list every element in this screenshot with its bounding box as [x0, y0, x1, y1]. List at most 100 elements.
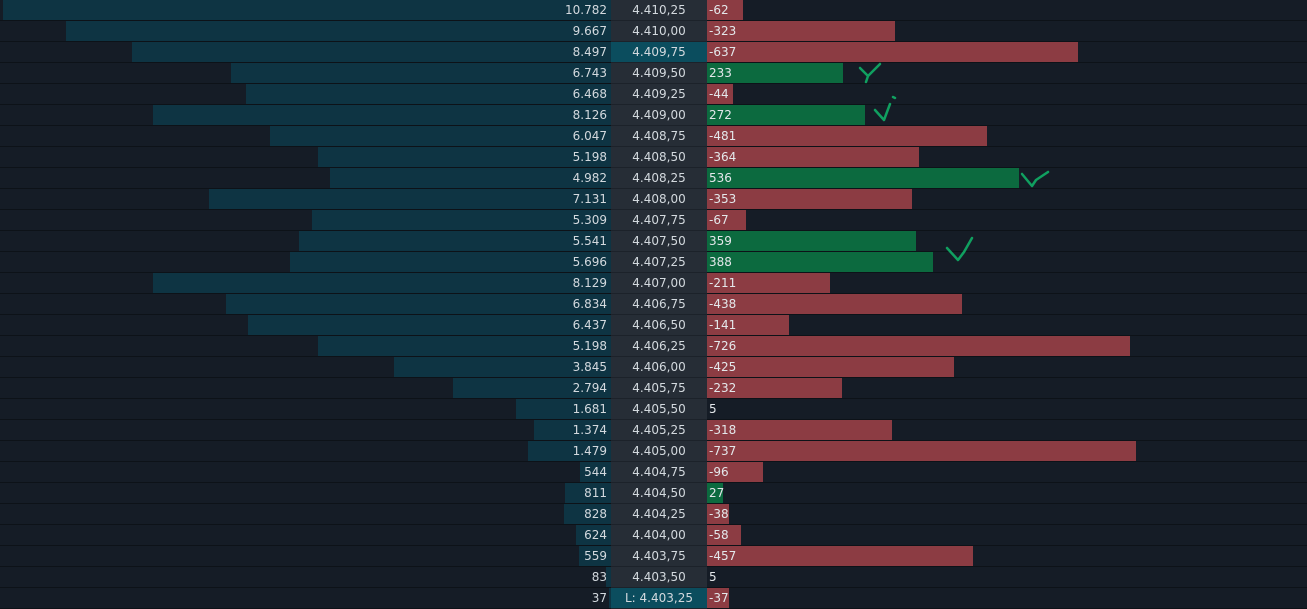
- ladder-row[interactable]: 7.131 4.408,00 -353: [0, 189, 1307, 210]
- volume-cell[interactable]: 4.982: [0, 168, 611, 189]
- volume-cell[interactable]: 5.309: [0, 210, 611, 231]
- volume-cell[interactable]: 83: [0, 567, 611, 588]
- ladder-row[interactable]: 6.047 4.408,75 -481: [0, 126, 1307, 147]
- ladder-row[interactable]: 5.696 4.407,25 388: [0, 252, 1307, 273]
- delta-cell[interactable]: 27: [707, 483, 1307, 504]
- volume-cell[interactable]: 6.468: [0, 84, 611, 105]
- delta-cell[interactable]: 359: [707, 231, 1307, 252]
- price-cell[interactable]: 4.409,00: [611, 105, 707, 126]
- ladder-row[interactable]: 83 4.403,50 5: [0, 567, 1307, 588]
- ladder-row[interactable]: 6.743 4.409,50 233: [0, 63, 1307, 84]
- price-cell[interactable]: 4.405,25: [611, 420, 707, 441]
- price-cell[interactable]: 4.405,00: [611, 441, 707, 462]
- delta-cell[interactable]: -364: [707, 147, 1307, 168]
- price-cell[interactable]: 4.408,25: [611, 168, 707, 189]
- price-cell[interactable]: 4.403,50: [611, 567, 707, 588]
- volume-cell[interactable]: 10.782: [0, 0, 611, 21]
- ladder-row[interactable]: 5.198 4.408,50 -364: [0, 147, 1307, 168]
- volume-cell[interactable]: 6.834: [0, 294, 611, 315]
- volume-cell[interactable]: 828: [0, 504, 611, 525]
- volume-cell[interactable]: 624: [0, 525, 611, 546]
- volume-cell[interactable]: 6.047: [0, 126, 611, 147]
- delta-cell[interactable]: -737: [707, 441, 1307, 462]
- delta-cell[interactable]: 388: [707, 252, 1307, 273]
- delta-cell[interactable]: -438: [707, 294, 1307, 315]
- volume-cell[interactable]: 5.541: [0, 231, 611, 252]
- delta-cell[interactable]: -637: [707, 42, 1307, 63]
- ladder-row[interactable]: 6.834 4.406,75 -438: [0, 294, 1307, 315]
- volume-cell[interactable]: 811: [0, 483, 611, 504]
- price-cell[interactable]: 4.409,50: [611, 63, 707, 84]
- delta-cell[interactable]: 272: [707, 105, 1307, 126]
- ladder-row[interactable]: 5.309 4.407,75 -67: [0, 210, 1307, 231]
- volume-cell[interactable]: 5.696: [0, 252, 611, 273]
- delta-cell[interactable]: -425: [707, 357, 1307, 378]
- price-cell[interactable]: 4.408,50: [611, 147, 707, 168]
- delta-cell[interactable]: -44: [707, 84, 1307, 105]
- delta-cell[interactable]: -141: [707, 315, 1307, 336]
- volume-cell[interactable]: 2.794: [0, 378, 611, 399]
- delta-cell[interactable]: -232: [707, 378, 1307, 399]
- price-cell[interactable]: 4.410,00: [611, 21, 707, 42]
- delta-cell[interactable]: 233: [707, 63, 1307, 84]
- price-cell[interactable]: 4.405,50: [611, 399, 707, 420]
- price-cell[interactable]: 4.403,75: [611, 546, 707, 567]
- volume-cell[interactable]: 544: [0, 462, 611, 483]
- delta-cell[interactable]: -457: [707, 546, 1307, 567]
- ladder-row[interactable]: 2.794 4.405,75 -232: [0, 378, 1307, 399]
- price-cell[interactable]: 4.407,75: [611, 210, 707, 231]
- ladder-row[interactable]: 1.374 4.405,25 -318: [0, 420, 1307, 441]
- price-cell[interactable]: 4.407,00: [611, 273, 707, 294]
- price-cell[interactable]: 4.410,25: [611, 0, 707, 21]
- ladder-row[interactable]: 1.681 4.405,50 5: [0, 399, 1307, 420]
- price-cell[interactable]: 4.407,50: [611, 231, 707, 252]
- volume-cell[interactable]: 1.479: [0, 441, 611, 462]
- volume-cell[interactable]: 559: [0, 546, 611, 567]
- ladder-row[interactable]: 544 4.404,75 -96: [0, 462, 1307, 483]
- delta-cell[interactable]: 536: [707, 168, 1307, 189]
- volume-cell[interactable]: 37: [0, 588, 611, 609]
- price-cell[interactable]: 4.404,75: [611, 462, 707, 483]
- ladder-row[interactable]: 811 4.404,50 27: [0, 483, 1307, 504]
- price-cell[interactable]: 4.404,50: [611, 483, 707, 504]
- delta-cell[interactable]: -353: [707, 189, 1307, 210]
- price-cell[interactable]: 4.408,00: [611, 189, 707, 210]
- last-price-cell[interactable]: L: 4.403,25: [611, 588, 707, 609]
- price-cell[interactable]: 4.404,00: [611, 525, 707, 546]
- ladder-row[interactable]: 8.126 4.409,00 272: [0, 105, 1307, 126]
- delta-cell[interactable]: 5: [707, 399, 1307, 420]
- ladder-row[interactable]: 5.541 4.407,50 359: [0, 231, 1307, 252]
- price-cell[interactable]: 4.409,25: [611, 84, 707, 105]
- price-cell[interactable]: 4.404,25: [611, 504, 707, 525]
- ladder-row[interactable]: 37 L: 4.403,25 -37: [0, 588, 1307, 609]
- delta-cell[interactable]: -58: [707, 525, 1307, 546]
- price-cell[interactable]: 4.406,25: [611, 336, 707, 357]
- ladder-row[interactable]: 6.437 4.406,50 -141: [0, 315, 1307, 336]
- volume-cell[interactable]: 6.437: [0, 315, 611, 336]
- price-cell[interactable]: 4.406,50: [611, 315, 707, 336]
- delta-cell[interactable]: -318: [707, 420, 1307, 441]
- volume-cell[interactable]: 7.131: [0, 189, 611, 210]
- delta-cell[interactable]: -37: [707, 588, 1307, 609]
- ladder-row[interactable]: 3.845 4.406,00 -425: [0, 357, 1307, 378]
- ladder-row[interactable]: 1.479 4.405,00 -737: [0, 441, 1307, 462]
- ladder-row[interactable]: 624 4.404,00 -58: [0, 525, 1307, 546]
- price-cell[interactable]: 4.407,25: [611, 252, 707, 273]
- volume-cell[interactable]: 9.667: [0, 21, 611, 42]
- ladder-row[interactable]: 10.782 4.410,25 -62: [0, 0, 1307, 21]
- delta-cell[interactable]: -323: [707, 21, 1307, 42]
- price-cell[interactable]: 4.408,75: [611, 126, 707, 147]
- ladder-row[interactable]: 559 4.403,75 -457: [0, 546, 1307, 567]
- volume-cell[interactable]: 8.126: [0, 105, 611, 126]
- volume-cell[interactable]: 5.198: [0, 147, 611, 168]
- volume-cell[interactable]: 6.743: [0, 63, 611, 84]
- delta-cell[interactable]: -481: [707, 126, 1307, 147]
- ladder-row[interactable]: 9.667 4.410,00 -323: [0, 21, 1307, 42]
- delta-cell[interactable]: -726: [707, 336, 1307, 357]
- delta-cell[interactable]: -67: [707, 210, 1307, 231]
- ladder-row[interactable]: 4.982 4.408,25 536: [0, 168, 1307, 189]
- price-cell[interactable]: 4.406,75: [611, 294, 707, 315]
- volume-cell[interactable]: 8.129: [0, 273, 611, 294]
- ladder-row[interactable]: 8.497 4.409,75 -637: [0, 42, 1307, 63]
- delta-cell[interactable]: -62: [707, 0, 1307, 21]
